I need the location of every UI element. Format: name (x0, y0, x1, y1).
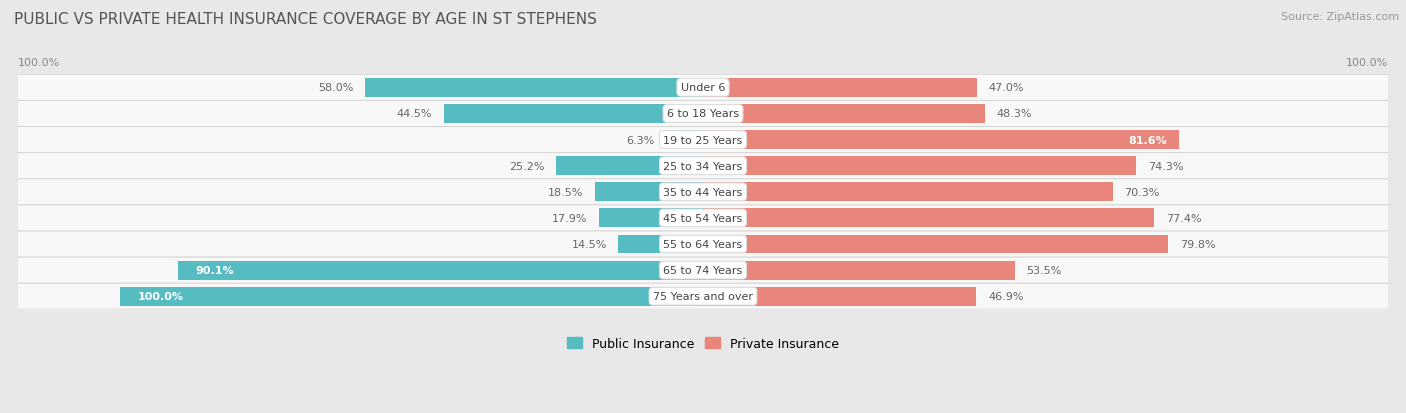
Bar (703, 209, 1154, 228)
Bar (703, 261, 1015, 280)
Bar (666, 131, 703, 150)
Bar (703, 131, 1178, 150)
Text: 19 to 25 Years: 19 to 25 Years (664, 135, 742, 145)
Bar (555, 157, 703, 176)
Text: 18.5%: 18.5% (548, 188, 583, 197)
Text: 17.9%: 17.9% (551, 214, 586, 223)
Text: 90.1%: 90.1% (195, 266, 233, 275)
Text: 100.0%: 100.0% (1346, 58, 1388, 68)
Text: 75 Years and over: 75 Years and over (652, 292, 754, 301)
FancyBboxPatch shape (18, 231, 1388, 257)
Text: 35 to 44 Years: 35 to 44 Years (664, 188, 742, 197)
Text: 79.8%: 79.8% (1180, 240, 1216, 249)
Text: 46.9%: 46.9% (988, 292, 1024, 301)
FancyBboxPatch shape (18, 206, 1388, 231)
Text: 55 to 64 Years: 55 to 64 Years (664, 240, 742, 249)
FancyBboxPatch shape (18, 128, 1388, 153)
FancyBboxPatch shape (18, 232, 1388, 257)
Text: 81.6%: 81.6% (1129, 135, 1167, 145)
FancyBboxPatch shape (18, 153, 1388, 179)
FancyBboxPatch shape (18, 102, 1388, 127)
Text: 100.0%: 100.0% (138, 292, 183, 301)
FancyBboxPatch shape (18, 154, 1388, 179)
Text: 44.5%: 44.5% (396, 109, 432, 119)
Text: 100.0%: 100.0% (18, 58, 60, 68)
Bar (599, 209, 703, 228)
Bar (703, 157, 1136, 176)
Bar (595, 183, 703, 202)
FancyBboxPatch shape (18, 284, 1388, 309)
Text: 14.5%: 14.5% (571, 240, 607, 249)
Text: 53.5%: 53.5% (1026, 266, 1062, 275)
Bar (703, 235, 1168, 254)
Text: 70.3%: 70.3% (1125, 188, 1160, 197)
Text: 58.0%: 58.0% (318, 83, 353, 93)
Text: 65 to 74 Years: 65 to 74 Years (664, 266, 742, 275)
Bar (703, 287, 976, 306)
Text: 25 to 34 Years: 25 to 34 Years (664, 161, 742, 171)
Bar (619, 235, 703, 254)
Text: 47.0%: 47.0% (988, 83, 1024, 93)
FancyBboxPatch shape (18, 257, 1388, 283)
FancyBboxPatch shape (18, 101, 1388, 127)
Text: Under 6: Under 6 (681, 83, 725, 93)
FancyBboxPatch shape (18, 75, 1388, 101)
Text: PUBLIC VS PRIVATE HEALTH INSURANCE COVERAGE BY AGE IN ST STEPHENS: PUBLIC VS PRIVATE HEALTH INSURANCE COVER… (14, 12, 598, 27)
FancyBboxPatch shape (18, 258, 1388, 283)
FancyBboxPatch shape (18, 283, 1388, 309)
Text: 48.3%: 48.3% (997, 109, 1032, 119)
Bar (703, 105, 984, 123)
Bar (120, 287, 703, 306)
FancyBboxPatch shape (18, 179, 1388, 205)
Legend: Public Insurance, Private Insurance: Public Insurance, Private Insurance (562, 332, 844, 355)
FancyBboxPatch shape (18, 180, 1388, 205)
FancyBboxPatch shape (18, 205, 1388, 231)
Bar (443, 105, 703, 123)
Text: 77.4%: 77.4% (1166, 214, 1202, 223)
Text: 6 to 18 Years: 6 to 18 Years (666, 109, 740, 119)
Text: Source: ZipAtlas.com: Source: ZipAtlas.com (1281, 12, 1399, 22)
Text: 6.3%: 6.3% (626, 135, 655, 145)
FancyBboxPatch shape (18, 76, 1388, 101)
Bar (177, 261, 703, 280)
Bar (364, 79, 703, 97)
Bar (703, 183, 1114, 202)
Text: 45 to 54 Years: 45 to 54 Years (664, 214, 742, 223)
Text: 74.3%: 74.3% (1147, 161, 1184, 171)
FancyBboxPatch shape (18, 127, 1388, 153)
Bar (703, 79, 977, 97)
Text: 25.2%: 25.2% (509, 161, 544, 171)
